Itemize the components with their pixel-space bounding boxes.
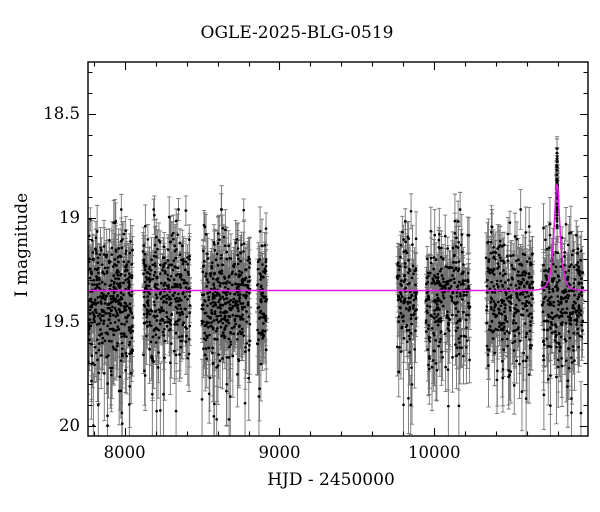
y-tick-label: 19 — [59, 207, 80, 227]
y-tick-label: 20 — [59, 415, 80, 435]
x-axis-title: HJD - 2450000 — [267, 470, 395, 490]
y-tick-label: 19.5 — [43, 311, 80, 331]
plot-title: OGLE-2025-BLG-0519 — [200, 23, 394, 43]
x-tick-label: 8000 — [103, 443, 146, 462]
y-tick-label: 18.5 — [43, 103, 80, 123]
x-tick-label: 10000 — [408, 443, 461, 462]
x-tick-label: 9000 — [258, 443, 301, 462]
